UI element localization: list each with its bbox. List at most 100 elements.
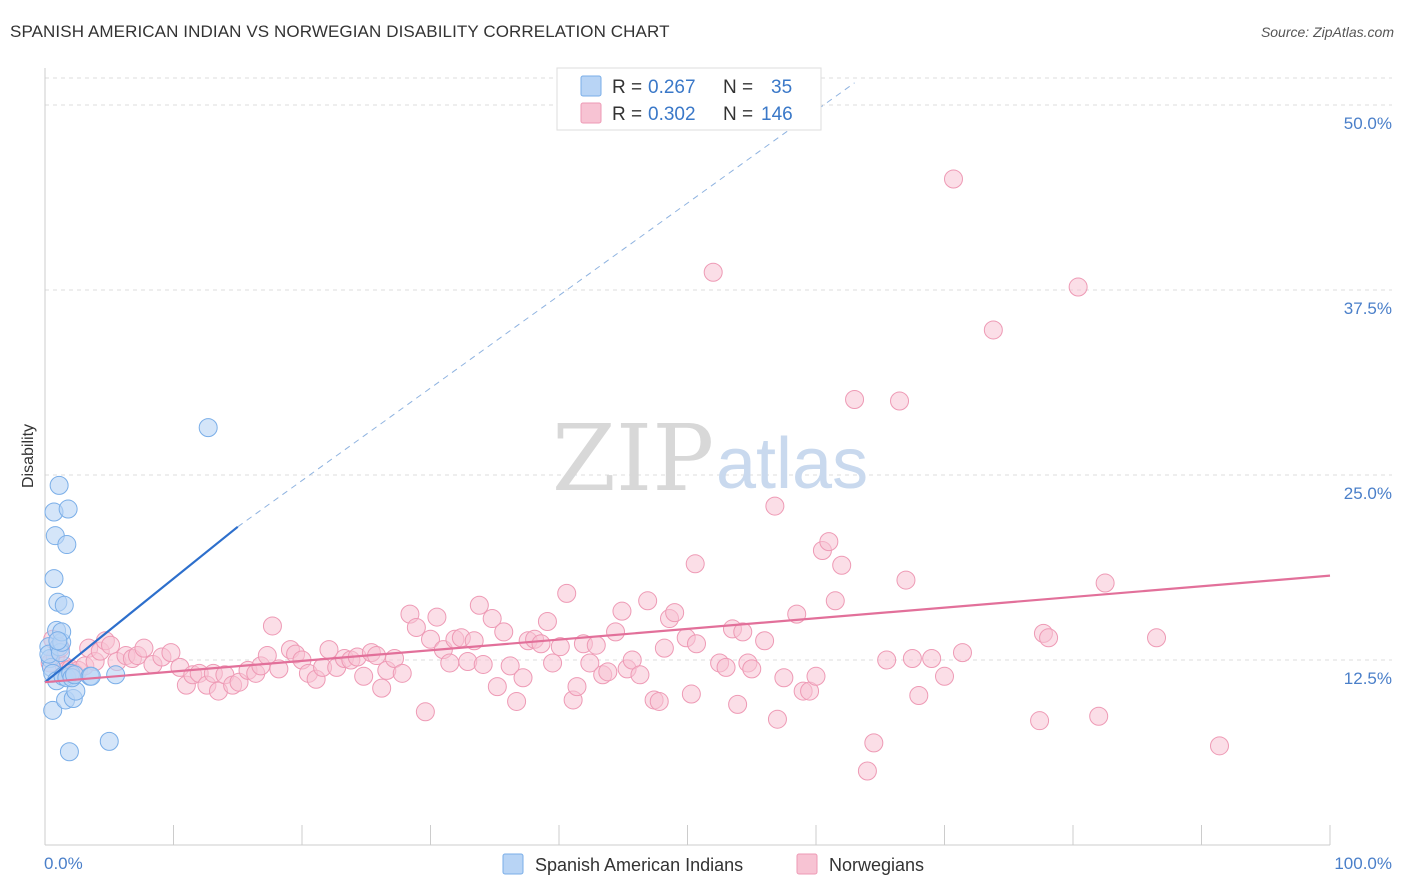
bottom-legend-label-blue: Spanish American Indians bbox=[535, 855, 743, 875]
spanish-american-indians-point-18 bbox=[54, 595, 74, 615]
norwegians-point-98 bbox=[654, 638, 674, 658]
norwegians-point-104 bbox=[703, 262, 723, 282]
norwegians-point-129 bbox=[896, 570, 916, 590]
norwegians-point-127 bbox=[877, 650, 897, 670]
norwegians-point-109 bbox=[733, 622, 753, 642]
norwegians-point-94 bbox=[630, 665, 650, 685]
trend-lines bbox=[44, 82, 1331, 684]
spanish-american-indians-point-34 bbox=[48, 631, 68, 651]
norwegians-point-86 bbox=[580, 653, 600, 673]
norwegians-point-125 bbox=[857, 761, 877, 781]
spanish-american-indians-point-30 bbox=[81, 666, 101, 686]
norwegians-point-19 bbox=[134, 638, 154, 658]
norwegians-point-78 bbox=[531, 634, 551, 654]
norwegians-point-37 bbox=[262, 616, 282, 636]
norwegians-point-71 bbox=[487, 677, 507, 697]
chart-title: SPANISH AMERICAN INDIAN VS NORWEGIAN DIS… bbox=[10, 22, 670, 41]
norwegians-point-69 bbox=[473, 654, 493, 674]
norwegians-point-143 bbox=[1209, 736, 1229, 756]
blue-trend-extension bbox=[237, 82, 855, 528]
legend-r-label-2: R = bbox=[612, 104, 642, 125]
x-tick-max: 100.0% bbox=[1334, 854, 1392, 873]
legend-swatch-blue bbox=[580, 75, 602, 97]
norwegians-point-75 bbox=[513, 668, 533, 688]
spanish-american-indians-point-19 bbox=[57, 535, 77, 555]
norwegians-point-74 bbox=[507, 691, 527, 711]
norwegians-point-50 bbox=[354, 666, 374, 686]
source-label: Source: ZipAtlas.com bbox=[1260, 24, 1394, 40]
norwegians-point-87 bbox=[586, 635, 606, 655]
norwegians-point-115 bbox=[774, 668, 794, 688]
norwegians-point-70 bbox=[482, 609, 502, 629]
norwegians-point-53 bbox=[372, 678, 392, 698]
bottom-legend-swatch-blue bbox=[502, 853, 524, 875]
watermark-zip: ZIP bbox=[552, 405, 714, 512]
legend-r-value-1: 0.267 bbox=[648, 77, 696, 98]
spanish-american-indians-point-20 bbox=[58, 499, 78, 519]
y-tick-label-2: 37.5% bbox=[1344, 299, 1392, 318]
norwegians-point-131 bbox=[909, 686, 929, 706]
bottom-legend: Spanish American Indians Norwegians bbox=[502, 853, 924, 875]
norwegians-point-134 bbox=[943, 169, 963, 189]
norwegians-point-60 bbox=[421, 629, 440, 649]
legend-n-label-2: N = bbox=[723, 104, 753, 125]
norwegians-point-123 bbox=[832, 555, 852, 575]
legend-swatch-pink bbox=[580, 102, 602, 124]
legend-n-label-1: N = bbox=[723, 77, 753, 98]
norwegians-point-136 bbox=[1030, 711, 1050, 731]
spanish-american-indians-point-33 bbox=[198, 418, 218, 438]
spanish-american-indians-point-23 bbox=[59, 742, 79, 762]
norwegians-point-113 bbox=[765, 496, 785, 516]
legend-r-label-1: R = bbox=[612, 77, 642, 98]
norwegians-point-84 bbox=[567, 677, 587, 697]
norwegians-point-91 bbox=[612, 601, 632, 621]
norwegians-point-102 bbox=[681, 684, 701, 704]
legend-n-value-1: 35 bbox=[771, 77, 792, 98]
norwegians-point-22 bbox=[161, 643, 181, 663]
norwegians-point-90 bbox=[606, 622, 626, 642]
norwegians-point-145 bbox=[685, 554, 705, 574]
y-tick-label-3: 50.0% bbox=[1344, 114, 1392, 133]
norwegians-point-112 bbox=[755, 631, 775, 651]
y-tick-labels: 12.5% 25.0% 37.5% 50.0% bbox=[1344, 114, 1392, 688]
norwegians-point-108 bbox=[728, 694, 748, 714]
norwegians-point-66 bbox=[458, 651, 478, 671]
pink-trend-line bbox=[44, 574, 1331, 684]
norwegians-point-58 bbox=[406, 617, 426, 637]
norwegians-point-128 bbox=[890, 391, 910, 411]
norwegians-point-121 bbox=[819, 532, 839, 552]
watermark-atlas: atlas bbox=[716, 424, 868, 504]
norwegians-point-68 bbox=[469, 595, 489, 615]
norwegians-point-133 bbox=[935, 666, 954, 686]
norwegians-point-59 bbox=[415, 702, 435, 722]
norwegians-point-141 bbox=[1095, 573, 1115, 593]
x-tick-min: 0.0% bbox=[44, 854, 83, 873]
legend-n-value-2: 146 bbox=[761, 104, 793, 125]
norwegians-point-132 bbox=[922, 649, 942, 669]
norwegians-point-135 bbox=[983, 320, 1003, 340]
norwegians-point-56 bbox=[392, 663, 412, 683]
bottom-legend-label-pink: Norwegians bbox=[829, 855, 924, 875]
norwegians-point-138 bbox=[1039, 628, 1059, 648]
norwegians-point-73 bbox=[500, 656, 520, 676]
norwegians-point-114 bbox=[767, 709, 787, 729]
spanish-american-indians-point-5 bbox=[44, 569, 64, 589]
norwegians-point-106 bbox=[716, 657, 736, 677]
norwegians-point-111 bbox=[742, 659, 762, 679]
norwegians-point-95 bbox=[638, 591, 658, 611]
norwegians-point-103 bbox=[686, 634, 706, 654]
bottom-legend-swatch-pink bbox=[796, 853, 818, 875]
norwegians-point-93 bbox=[622, 650, 642, 670]
norwegians-point-97 bbox=[649, 691, 669, 711]
norwegians-point-130 bbox=[902, 649, 922, 669]
norwegians-point-79 bbox=[537, 612, 557, 632]
blue-trend-line bbox=[44, 525, 239, 684]
norwegians-point-38 bbox=[269, 659, 289, 679]
norwegians-point-63 bbox=[440, 653, 460, 673]
norwegians-point-82 bbox=[557, 583, 577, 603]
grid-lines bbox=[45, 77, 1392, 661]
norwegians-point-81 bbox=[550, 637, 570, 657]
y-tick-label-1: 25.0% bbox=[1344, 484, 1392, 503]
norwegians-point-119 bbox=[806, 666, 826, 686]
